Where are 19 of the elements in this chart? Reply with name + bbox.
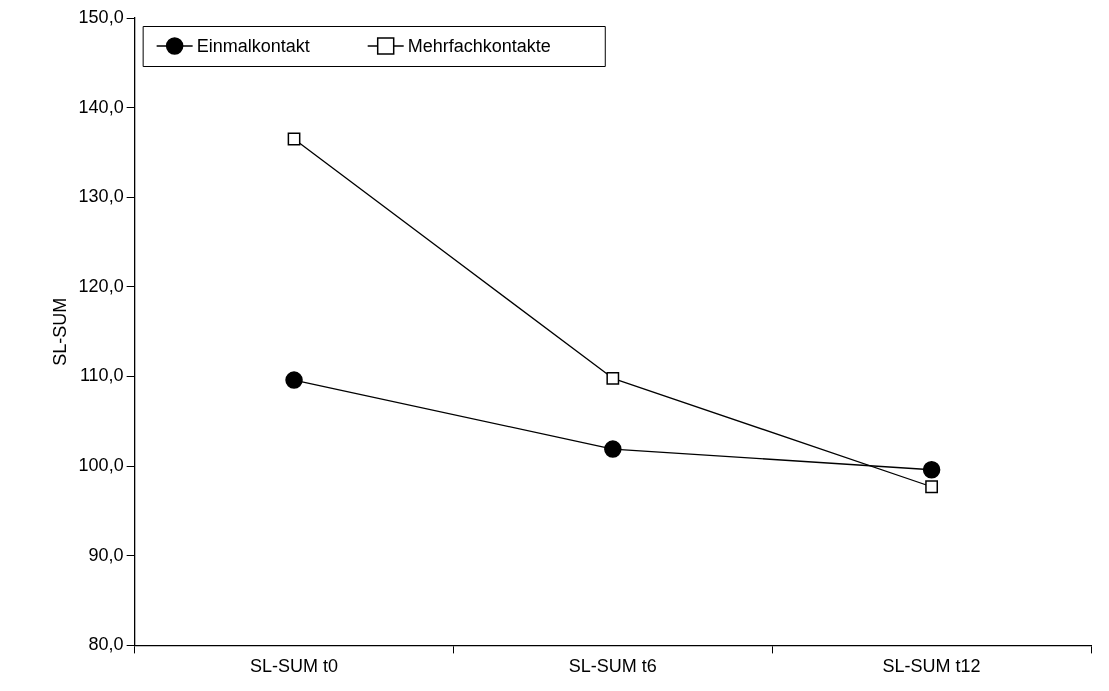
x-tick-label: SL-SUM t12	[882, 656, 981, 677]
y-tick-label: 100,0	[78, 455, 124, 476]
point	[606, 371, 620, 385]
y-tick-label: 130,0	[78, 186, 124, 207]
y-axis-title: SL-SUM	[49, 297, 70, 366]
point	[925, 480, 939, 494]
y-tick-label: 110,0	[79, 365, 124, 386]
x-tick-label: SL-SUM t0	[250, 656, 339, 677]
legend-label: Einmalkontakt	[196, 35, 310, 56]
y-tick-label: 90,0	[88, 544, 124, 565]
point	[604, 440, 622, 458]
x-tick-label: SL-SUM t6	[568, 656, 657, 677]
y-tick-label: 150,0	[78, 6, 124, 27]
legend-label: Mehrfachkontakte	[407, 35, 551, 56]
y-tick-label: 80,0	[88, 634, 124, 655]
point	[922, 460, 941, 479]
y-tick-label: 120,0	[78, 275, 124, 296]
point	[285, 371, 303, 389]
y-tick-label: 140,0	[78, 96, 124, 117]
